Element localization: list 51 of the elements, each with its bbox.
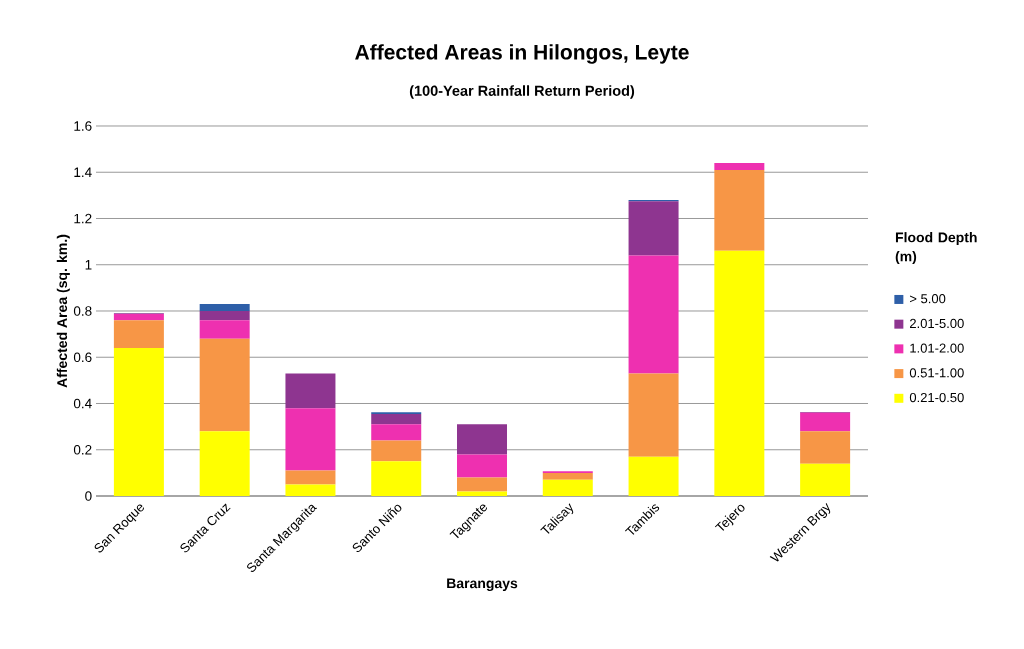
y-tick-label: 0.8 [73, 306, 92, 316]
bar [457, 477, 507, 492]
y-tick-label: 1.6 [74, 121, 92, 131]
y-tick-label: 1.4 [74, 167, 92, 177]
legend-label: 1.01-2.00 [910, 343, 964, 353]
chart-title: Affected Areas in Hilongos, Leyte [355, 44, 689, 64]
legend-label: 0.51-1.00 [909, 368, 964, 378]
y-tick-label: 1 [85, 260, 92, 270]
bar [113, 314, 164, 321]
bar [199, 338, 250, 432]
bar [371, 424, 422, 441]
y-tick-label: 0.2 [73, 444, 92, 455]
bar [371, 440, 422, 462]
bar [285, 373, 336, 409]
bar [628, 456, 679, 496]
bar [285, 484, 336, 496]
bar [628, 373, 679, 457]
y-tick-label: 1.2 [74, 213, 92, 224]
bar [285, 470, 336, 485]
bar [199, 320, 250, 339]
bar [800, 463, 851, 496]
bar [113, 348, 164, 496]
chart-subtitle: (100-Year Rainfall Return Period) [409, 85, 635, 99]
bar [542, 472, 593, 480]
legend-label: 0.21-0.50 [909, 392, 964, 403]
bar [199, 304, 250, 311]
legend-label: > 5.00 [909, 294, 946, 304]
bar [457, 424, 507, 455]
bar [628, 201, 679, 256]
y-tick-label: 0 [85, 491, 92, 501]
bar [714, 250, 765, 496]
bar [800, 412, 851, 432]
bar [457, 491, 507, 496]
legend-title: Flood Depth (m) [895, 232, 977, 265]
y-tick-label: 0.4 [73, 398, 92, 409]
bar [371, 461, 422, 496]
bar [285, 408, 336, 471]
bar [371, 413, 422, 425]
bar [199, 431, 250, 496]
x-axis-title: Barangays [447, 578, 518, 592]
y-axis-title: Affected Area (sq. km.) [56, 234, 70, 388]
bar [199, 311, 250, 321]
bar [714, 169, 765, 251]
bar [714, 163, 765, 170]
bar [457, 454, 507, 478]
bar [800, 431, 851, 464]
bar [113, 320, 164, 348]
legend-label: 2.01-5.00 [910, 318, 964, 329]
bar [542, 479, 593, 496]
bar [628, 255, 679, 374]
y-tick-label: 0.6 [73, 352, 92, 363]
